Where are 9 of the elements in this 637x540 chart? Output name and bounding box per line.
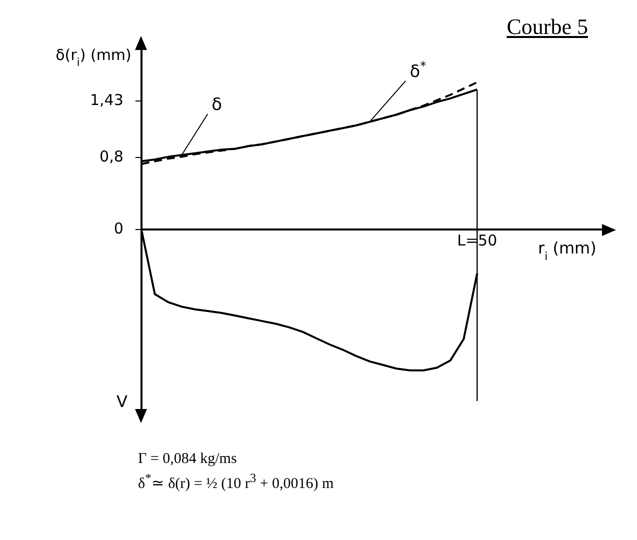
chart-title: Courbe 5 bbox=[506, 14, 588, 40]
text: V bbox=[116, 392, 128, 411]
y-tick-label: 1,43 bbox=[90, 91, 124, 110]
series-label: δ* bbox=[410, 59, 426, 82]
y-tick-label: 0 bbox=[114, 219, 124, 238]
y-tick-label: 0,8 bbox=[100, 148, 124, 166]
text: δ$^{*}$≃ δ(r) = ½ (10 r$^{3}$ + 0,0016) m bbox=[138, 470, 335, 494]
text: δ bbox=[212, 95, 222, 116]
text: Γ = 0,084 kg/ms bbox=[138, 450, 238, 469]
